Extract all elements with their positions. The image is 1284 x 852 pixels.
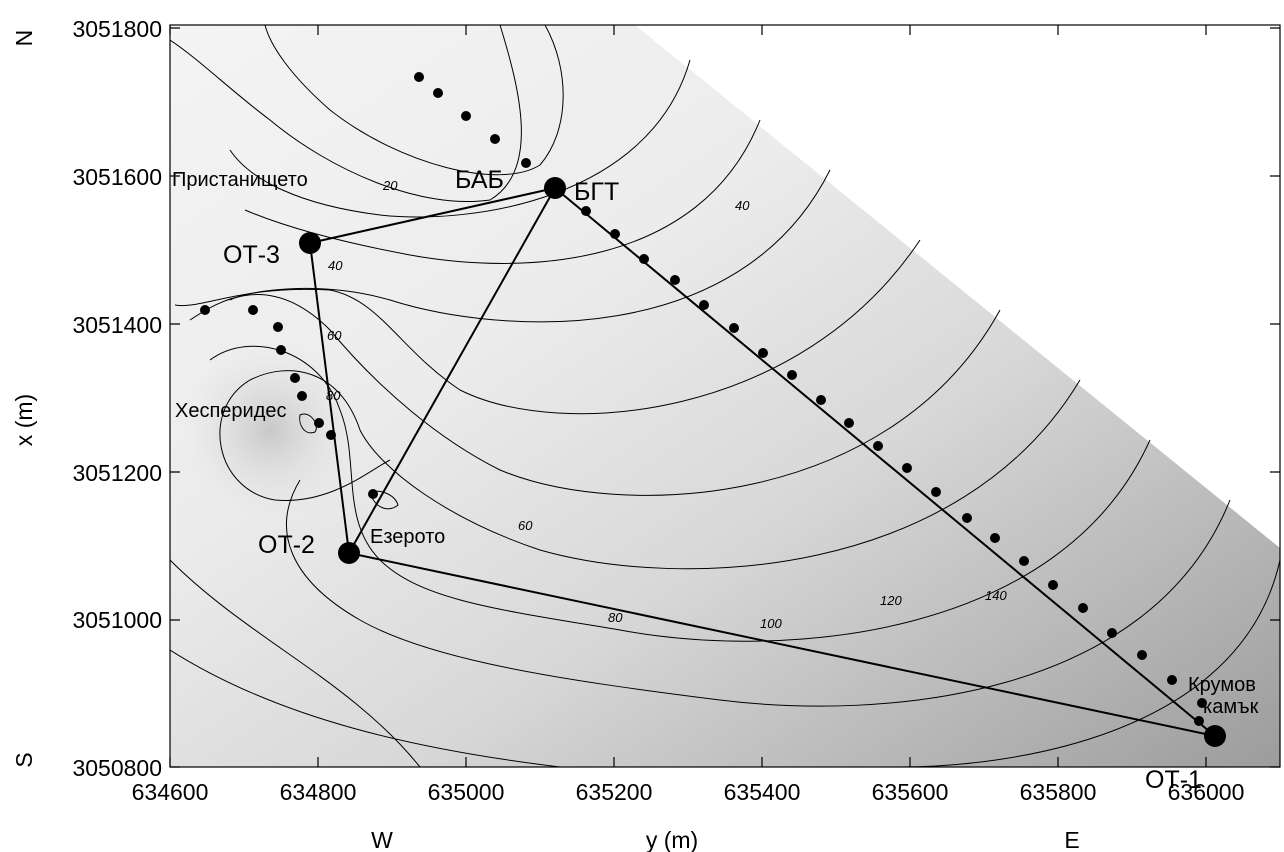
measurement-point (990, 533, 1000, 543)
y-tick-label: 3051800 (72, 16, 162, 42)
measurement-point (290, 373, 300, 383)
measurement-point (1019, 556, 1029, 566)
measurement-point (699, 300, 709, 310)
place-label-hesperides: Хесперидес (175, 400, 287, 422)
measurement-point (581, 206, 591, 216)
measurement-point (639, 254, 649, 264)
x-tick-labels: 634600 634800 635000 635200 635400 63560… (132, 779, 1245, 805)
y-tick-label: 3051400 (72, 312, 162, 338)
measurement-point (1167, 675, 1177, 685)
measurement-point (1194, 716, 1204, 726)
contour-label: 60 (327, 328, 342, 343)
y-tick-label: 3051600 (72, 164, 162, 190)
x-tick-label: 635800 (1020, 779, 1097, 805)
compass-south: S (11, 752, 37, 767)
measurement-point (414, 72, 424, 82)
measurement-point (758, 348, 768, 358)
measurement-point (297, 391, 307, 401)
y-axis-title: x (m) (11, 394, 37, 446)
contour-label: 60 (518, 518, 533, 533)
measurement-points (200, 72, 1207, 726)
measurement-point (200, 305, 210, 315)
measurement-point (314, 418, 324, 428)
measurement-point (368, 489, 378, 499)
station-marker-ot3 (299, 232, 321, 254)
measurement-point (962, 513, 972, 523)
contour-label: 100 (760, 616, 782, 631)
place-label-lake: Езерото (370, 526, 445, 548)
x-tick-label: 635000 (428, 779, 505, 805)
station-label-bab: БАБ (455, 166, 504, 194)
x-tick-label: 635400 (724, 779, 801, 805)
measurement-point (902, 463, 912, 473)
measurement-point (1197, 698, 1207, 708)
station-marker-ot1 (1204, 725, 1226, 747)
station-label-ot1: ОТ-1 (1145, 766, 1202, 794)
contour-label: 120 (880, 593, 902, 608)
stations (299, 177, 1226, 747)
measurement-point (729, 323, 739, 333)
measurement-point (931, 487, 941, 497)
contour-label: 40 (328, 258, 343, 273)
contour-label: 20 (382, 178, 398, 193)
measurement-point (276, 345, 286, 355)
plot-frame (169, 24, 1281, 768)
x-tick-label: 635600 (872, 779, 949, 805)
x-axis-title: y (m) (646, 827, 698, 852)
compass-north: N (11, 30, 37, 47)
station-label-bgt: БГТ (574, 178, 619, 206)
measurement-point (873, 441, 883, 451)
measurement-point (326, 430, 336, 440)
measurement-point (1107, 628, 1117, 638)
x-tick-label: 634800 (280, 779, 357, 805)
x-tick-label: 636000 (1168, 779, 1245, 805)
place-label-krumov: Крумов (1188, 674, 1256, 696)
measurement-point (490, 134, 500, 144)
place-label-kamak: камък (1203, 696, 1259, 718)
contour-lines (170, 25, 1280, 767)
compass-east: E (1064, 827, 1079, 852)
measurement-point (670, 275, 680, 285)
measurement-point (1048, 580, 1058, 590)
y-tick-label: 3051000 (72, 607, 162, 633)
station-label-ot3: ОТ-3 (223, 241, 280, 269)
network-lines (309, 187, 1216, 737)
measurement-point (610, 229, 620, 239)
place-label-harbour: Пристанището (172, 169, 308, 191)
measurement-point (273, 322, 283, 332)
measurement-point (844, 418, 854, 428)
measurement-point (816, 395, 826, 405)
x-tick-label: 635200 (576, 779, 653, 805)
measurement-point (461, 111, 471, 121)
y-tick-label: 3051200 (72, 460, 162, 486)
x-tick-label: 634600 (132, 779, 209, 805)
contour-label: 40 (735, 198, 750, 213)
station-marker-bgt (544, 177, 566, 199)
measurement-point (1078, 603, 1088, 613)
measurement-point (433, 88, 443, 98)
contour-label: 140 (985, 588, 1007, 603)
station-marker-ot2 (338, 542, 360, 564)
compass-west: W (371, 827, 393, 852)
station-label-ot2: ОТ-2 (258, 531, 315, 559)
y-tick-labels: 3050800 3051000 3051200 3051400 3051600 … (72, 16, 162, 781)
y-tick-label: 3050800 (72, 755, 162, 781)
shaded-surface (170, 25, 1280, 767)
measurement-point (787, 370, 797, 380)
measurement-point (521, 158, 531, 168)
measurement-point (248, 305, 258, 315)
contour-labels: 20 40 40 60 60 80 80 100 120 140 (326, 178, 1007, 631)
measurement-point (1137, 650, 1147, 660)
contour-label: 80 (608, 610, 623, 625)
